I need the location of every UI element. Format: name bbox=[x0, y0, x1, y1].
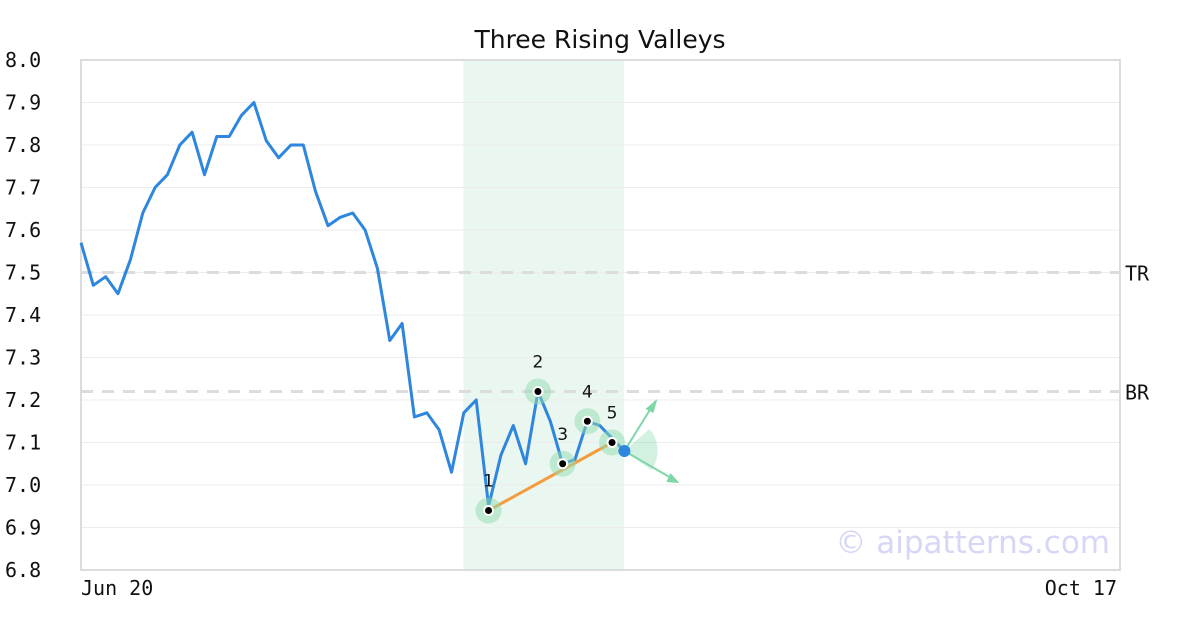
pattern-point-dot bbox=[534, 388, 542, 395]
y-tick-label: 7.4 bbox=[5, 303, 41, 327]
y-tick-label: 7.0 bbox=[5, 473, 41, 497]
pattern-point-label: 5 bbox=[607, 404, 618, 424]
projection-arrowhead-down bbox=[666, 473, 680, 483]
pattern-point-label: 4 bbox=[582, 382, 593, 402]
y-tick-label: 7.8 bbox=[5, 133, 41, 157]
y-axis-ticks: 8.0 7.9 7.8 7.7 7.6 7.5 7.4 7.3 7.2 7.1 7.0 6.9 6.8 bbox=[5, 48, 41, 582]
projection-arrowhead-up bbox=[645, 399, 658, 413]
pattern-point-dot bbox=[608, 439, 616, 446]
level-label: TR bbox=[1125, 262, 1150, 286]
level-lines: TR BR bbox=[81, 262, 1150, 405]
y-tick-label: 6.9 bbox=[5, 516, 41, 540]
projection-cone bbox=[624, 429, 658, 470]
level-label: BR bbox=[1125, 381, 1150, 405]
pattern-point-dot bbox=[583, 417, 591, 425]
trend-line bbox=[487, 441, 613, 512]
y-tick-label: 7.7 bbox=[5, 176, 41, 200]
x-tick-label: Oct 17 bbox=[1045, 576, 1117, 600]
y-tick-label: 8.0 bbox=[5, 48, 41, 72]
x-tick-label: Jun 20 bbox=[81, 576, 153, 600]
y-tick-label: 7.9 bbox=[5, 91, 41, 115]
x-axis-ticks: Jun 20 Oct 17 bbox=[81, 576, 1117, 600]
y-tick-label: 7.3 bbox=[5, 346, 41, 370]
y-tick-label: 7.6 bbox=[5, 218, 41, 242]
pattern-point-dot bbox=[559, 460, 567, 468]
projection-arrows bbox=[623, 399, 680, 483]
pattern-points: 1 2 3 45 bbox=[475, 353, 626, 524]
pattern-point-dot bbox=[485, 507, 493, 514]
projection-arrow-down bbox=[623, 450, 677, 482]
chart-title: Three Rising Valleys bbox=[473, 25, 725, 54]
price-series-line bbox=[79, 101, 626, 508]
y-tick-label: 7.1 bbox=[5, 431, 41, 455]
pattern-point-label: 2 bbox=[533, 353, 544, 373]
last-price-point bbox=[618, 445, 631, 457]
pattern-point-label: 1 bbox=[483, 472, 494, 492]
watermark: © aipatterns.com bbox=[835, 525, 1110, 561]
y-tick-label: 6.8 bbox=[5, 558, 41, 582]
pattern-point-label: 3 bbox=[557, 425, 568, 445]
y-tick-label: 7.2 bbox=[5, 388, 41, 412]
y-tick-label: 7.5 bbox=[5, 261, 41, 285]
plot-frame bbox=[80, 59, 1121, 571]
